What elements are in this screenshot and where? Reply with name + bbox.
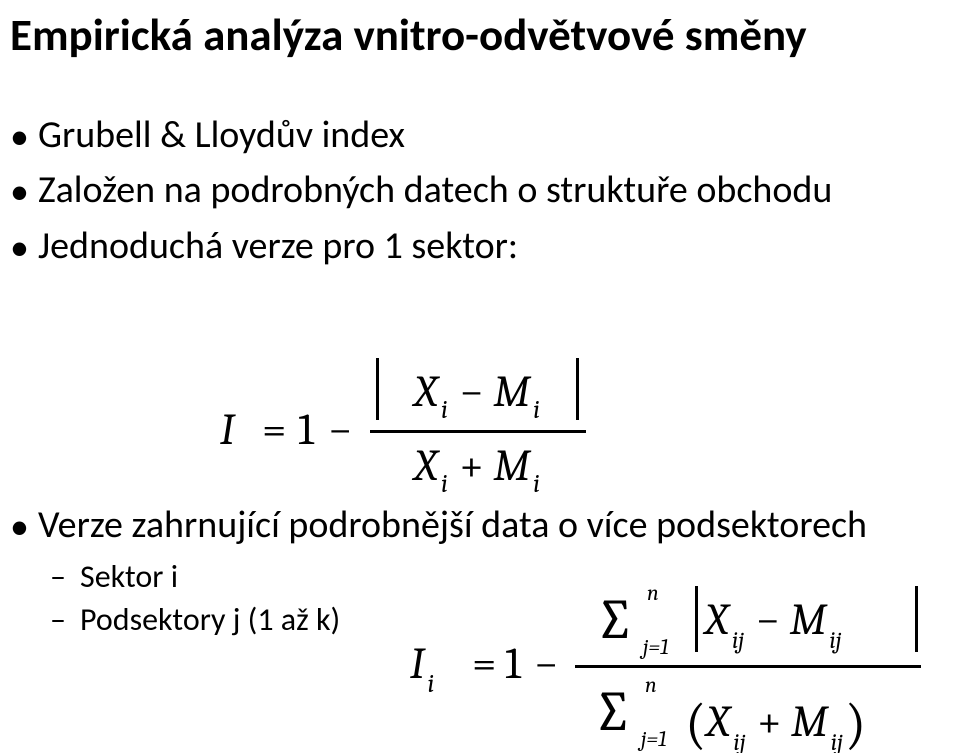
equation-simple-index: I = 1 − Xi − Mi Xi + Mi <box>220 360 620 490</box>
bullet-text: Grubell & Lloydův index <box>38 110 832 161</box>
bullet-text: Založen na podrobných datech o struktuře… <box>38 165 832 216</box>
eq2-ij: ij <box>826 626 843 654</box>
eq2-lhs: Ii <box>410 638 436 689</box>
eq1-equals: = <box>262 404 286 455</box>
eq2-sum-lower: j=1 <box>643 634 669 660</box>
eq1-i: i <box>438 395 450 425</box>
eq1-plus: + <box>453 440 489 491</box>
eq2-den-expr: (Xij + Mij) <box>685 686 866 750</box>
dash-icon: – <box>50 598 80 641</box>
sub-bullet-text: Sektor i <box>80 555 178 598</box>
eq2-sum-upper: n <box>647 580 659 606</box>
eq1-i: i <box>438 469 450 499</box>
eq2-i: i <box>425 669 437 699</box>
eq2-equals: = <box>472 638 496 689</box>
eq1-i: i <box>530 395 542 425</box>
bullet-item: • Založen na podrobných datech o struktu… <box>10 165 832 218</box>
eq1-denominator: Xi + Mi <box>370 440 586 491</box>
equation-sector-index: Ii = 1 − ∑ n j=1 Xij − Mij ∑ n j=1 (Xij … <box>410 580 950 750</box>
eq2-sum-upper: n <box>645 672 657 698</box>
bullet-item: • Grubell & Lloydův index <box>10 110 832 163</box>
sigma-icon: ∑ <box>593 680 633 744</box>
sub-bullet-text: Podsektory j (1 až k) <box>80 598 340 641</box>
slide-title: Empirická analýza vnitro-odvětvové směny <box>10 8 807 63</box>
eq2-X: X <box>706 696 730 747</box>
bullet-list: • Grubell & Lloydův index • Založen na p… <box>10 110 832 276</box>
eq1-minus: − <box>328 404 352 455</box>
bullet-icon: • <box>10 165 38 218</box>
eq2-num-minus: − <box>750 594 786 645</box>
eq2-denominator: ∑ n j=1 (Xij + Mij) <box>575 672 921 750</box>
eq2-numerator: ∑ n j=1 Xij − Mij <box>575 580 921 660</box>
eq1-lhs: I <box>220 404 235 455</box>
eq1-fraction-bar <box>370 430 586 433</box>
eq2-sum-lower: j=1 <box>641 726 667 752</box>
eq2-X: X <box>705 594 729 645</box>
eq2-abs-right <box>915 586 918 652</box>
eq2-ij: ij <box>730 728 747 753</box>
eq1-X: X <box>414 366 438 417</box>
eq2-I: I <box>410 638 425 689</box>
eq2-ij: ij <box>729 626 746 654</box>
eq1-i: i <box>530 469 542 499</box>
eq1-numerator: Xi − Mi <box>370 366 586 417</box>
eq2-minus: − <box>534 638 558 689</box>
eq2-ij: ij <box>828 728 845 753</box>
eq1-num-minus: − <box>453 366 489 417</box>
eq2-M: M <box>790 594 827 645</box>
eq2-abs-left <box>695 586 698 652</box>
eq1-one: 1 <box>298 404 314 455</box>
bullet-text: Jednoduchá verze pro 1 sektor: <box>38 221 832 272</box>
left-paren: ( <box>685 692 706 753</box>
bullet-text: Verze zahrnující podrobnější data o více… <box>38 500 867 551</box>
slide: Empirická analýza vnitro-odvětvové směny… <box>0 0 959 753</box>
eq2-plus: + <box>751 696 787 747</box>
sigma-icon: ∑ <box>595 588 635 652</box>
eq2-num-expr: Xij − Mij <box>705 594 844 645</box>
eq1-M: M <box>493 440 530 491</box>
eq2-M: M <box>791 696 828 747</box>
eq2-one: 1 <box>505 638 521 689</box>
eq1-M: M <box>493 366 530 417</box>
bullet-icon: • <box>10 110 38 163</box>
bullet-item: • Verze zahrnující podrobnější data o ví… <box>10 500 867 553</box>
eq1-X: X <box>414 440 438 491</box>
dash-icon: – <box>50 555 80 598</box>
eq2-fraction-bar <box>575 665 921 668</box>
bullet-item: • Jednoduchá verze pro 1 sektor: <box>10 221 832 274</box>
bullet-icon: • <box>10 221 38 274</box>
bullet-icon: • <box>10 500 38 553</box>
right-paren: ) <box>845 692 866 753</box>
